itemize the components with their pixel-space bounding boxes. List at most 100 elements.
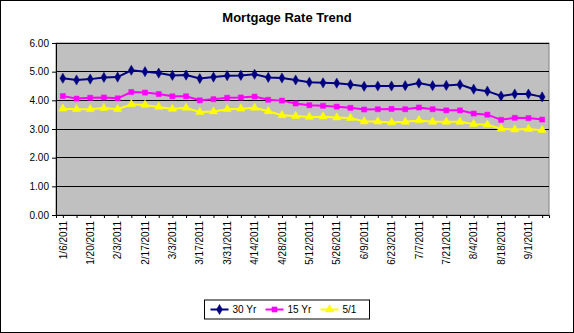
x-tick (433, 215, 434, 218)
data-point (471, 84, 477, 94)
data-point (156, 68, 162, 78)
x-tick-mark (419, 215, 420, 218)
y-tick-label: 1.00 (30, 181, 50, 192)
series-line (63, 104, 542, 130)
x-tick: 3/31/2011 (222, 215, 233, 265)
y-tick: 1.00 (30, 181, 56, 192)
x-tick-label: 3/3/2011 (167, 221, 178, 260)
data-point (142, 67, 148, 77)
y-tick-label: 2.00 (30, 152, 50, 163)
data-point (457, 79, 463, 89)
x-tick-mark (501, 215, 502, 218)
data-point (100, 103, 108, 110)
x-tick-mark (131, 215, 132, 218)
data-point (511, 125, 519, 132)
y-tick: 3.00 (30, 124, 56, 135)
x-tick (460, 215, 461, 218)
x-tick: 8/18/2011 (496, 215, 507, 265)
data-point (430, 81, 436, 91)
x-tick: 6/9/2011 (359, 215, 370, 259)
data-point (170, 94, 175, 99)
data-point (129, 89, 134, 94)
data-point (225, 95, 230, 100)
x-tick (296, 215, 297, 218)
data-point (375, 81, 381, 91)
x-tick-mark (200, 215, 201, 218)
data-point (252, 94, 257, 99)
legend-marker (272, 307, 277, 312)
y-tick-label: 4.00 (30, 95, 50, 106)
data-point (320, 103, 325, 108)
x-tick-mark (487, 215, 488, 218)
data-point (238, 70, 244, 80)
x-tick-mark (118, 215, 119, 218)
x-tick: 2/3/2011 (112, 215, 123, 259)
legend-item: 15 Yr (266, 304, 312, 315)
x-tick: 7/7/2011 (414, 215, 425, 259)
x-tick-mark (172, 215, 173, 218)
y-tick: 0.00 (30, 210, 56, 221)
data-point (127, 100, 135, 107)
legend-item: 5/1 (321, 304, 357, 315)
x-tick-mark (528, 215, 529, 218)
plot-area (56, 43, 549, 215)
data-point (524, 124, 532, 131)
x-tick: 6/23/2011 (386, 215, 397, 265)
data-point (183, 70, 189, 80)
x-tick-mark (392, 215, 393, 218)
x-tick (77, 215, 78, 218)
data-point (209, 107, 217, 114)
series-layer (59, 65, 547, 132)
x-tick: 9/1/2011 (523, 215, 534, 259)
x-tick-mark (90, 215, 91, 218)
y-tick-label: 3.00 (30, 124, 50, 135)
data-point (403, 107, 408, 112)
x-tick-label: 7/7/2011 (414, 221, 425, 260)
data-point (483, 120, 491, 127)
data-point (444, 108, 449, 113)
data-point (142, 90, 147, 95)
data-point (305, 112, 313, 119)
y-tick-mark (52, 215, 56, 216)
x-tick-mark (104, 215, 105, 218)
data-point (307, 103, 312, 108)
y-axis: 0.001.002.003.004.005.006.00 (30, 38, 57, 221)
x-tick: 4/28/2011 (277, 215, 288, 265)
data-point (237, 104, 245, 111)
data-point (223, 104, 231, 111)
data-point (346, 113, 354, 120)
y-tick-label: 6.00 (30, 38, 50, 49)
x-tick-mark (145, 215, 146, 218)
x-tick-label: 7/21/2011 (441, 221, 452, 265)
data-point (334, 78, 340, 88)
data-point (415, 116, 423, 123)
x-tick-mark (515, 215, 516, 218)
data-point (334, 104, 339, 109)
data-point (291, 111, 299, 118)
x-tick (405, 215, 406, 218)
data-point (457, 108, 462, 113)
data-point (74, 96, 79, 101)
legend-item: 30 Yr (211, 304, 257, 315)
data-point (389, 106, 394, 111)
data-point (101, 72, 107, 82)
x-tick-mark (186, 215, 187, 218)
x-tick-mark (433, 215, 434, 218)
data-point (526, 89, 532, 99)
x-tick (542, 215, 543, 218)
data-point (333, 113, 341, 120)
x-tick: 1/6/2011 (58, 215, 69, 259)
y-tick: 6.00 (30, 38, 56, 49)
chart: Mortgage Rate Trend0.001.002.003.004.005… (0, 0, 574, 333)
data-point (485, 112, 490, 117)
data-point (211, 97, 216, 102)
x-tick-label: 3/17/2011 (194, 221, 205, 265)
x-tick (268, 215, 269, 218)
data-point (74, 75, 80, 85)
x-tick (213, 215, 214, 218)
data-point (512, 89, 518, 99)
data-point (60, 73, 66, 83)
x-tick-mark (296, 215, 297, 218)
x-tick-label: 5/26/2011 (331, 221, 342, 265)
data-point (389, 81, 395, 91)
